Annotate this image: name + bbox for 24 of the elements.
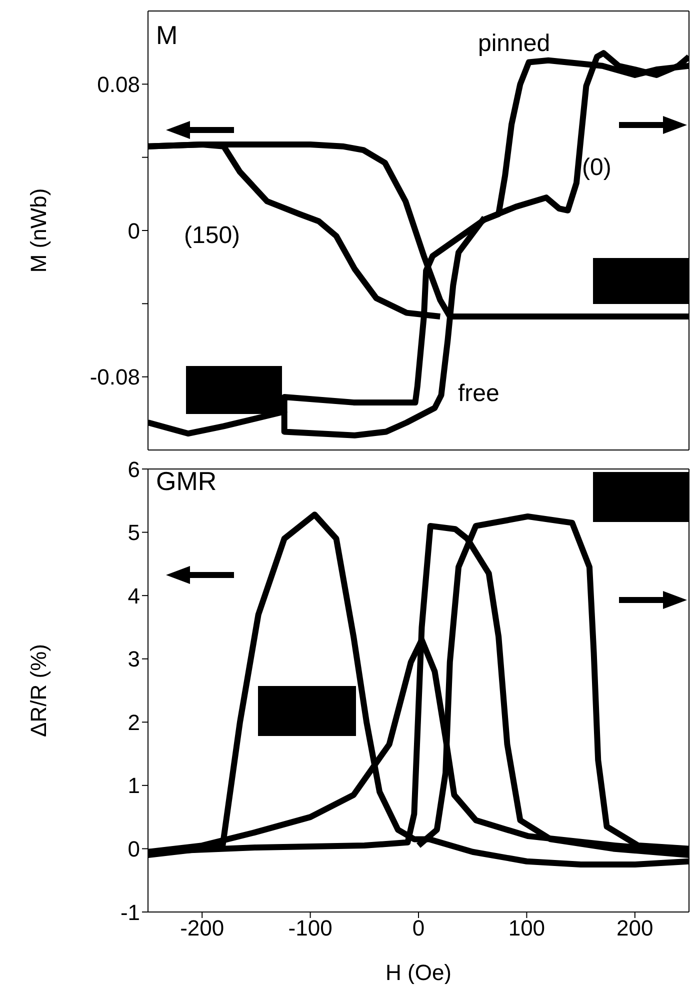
annotation: free (458, 380, 500, 408)
y-tick-label: 0.08 (97, 72, 140, 97)
y-tick-label: -1 (120, 900, 140, 925)
x-tick-label: 100 (508, 916, 546, 941)
y-tick-label: 0 (128, 836, 140, 862)
y-tick-label: -0.08 (90, 364, 140, 390)
y-axis-title: ΔR/R (%) (26, 644, 51, 737)
y-tick-label: 0 (128, 218, 140, 244)
x-tick-label: 0 (412, 916, 425, 941)
annotation: (150) (184, 222, 240, 250)
chart-title: GMR (156, 466, 217, 497)
x-tick-label: 200 (616, 916, 654, 941)
annotation: pinned (478, 30, 550, 58)
y-tick-label: 4 (128, 583, 140, 608)
y-tick-label: 2 (128, 710, 140, 735)
x-tick-label: -200 (180, 916, 224, 941)
y-tick-label: 3 (128, 646, 140, 672)
x-tick-label: -100 (288, 916, 332, 941)
y-tick-label: 5 (128, 520, 140, 546)
y-tick-label: 6 (128, 456, 140, 482)
annotation: (0) (582, 154, 612, 182)
chart-title: M (156, 20, 178, 51)
y-tick-label: 1 (128, 773, 140, 798)
y-axis-title: M (nWb) (26, 188, 51, 273)
